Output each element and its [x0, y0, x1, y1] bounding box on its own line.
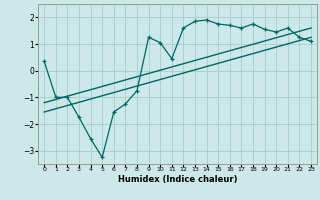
X-axis label: Humidex (Indice chaleur): Humidex (Indice chaleur)	[118, 175, 237, 184]
